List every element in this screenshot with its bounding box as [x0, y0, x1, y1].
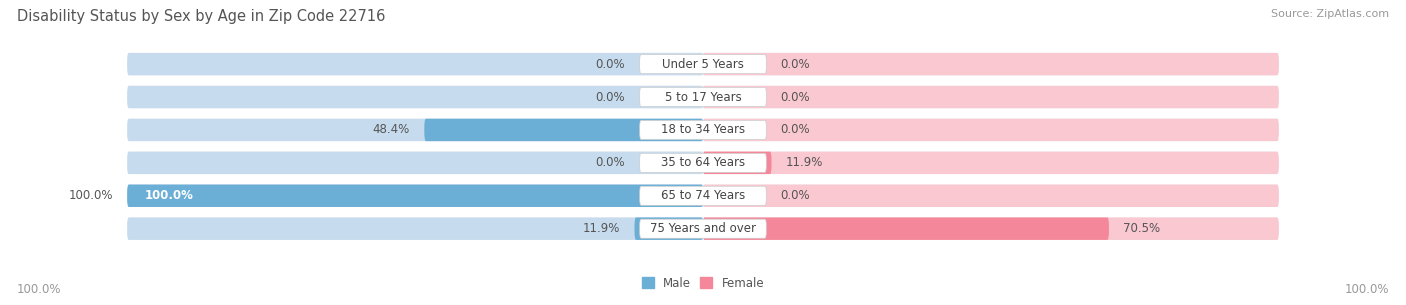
- FancyBboxPatch shape: [640, 120, 766, 139]
- Legend: Male, Female: Male, Female: [641, 277, 765, 290]
- FancyBboxPatch shape: [640, 88, 766, 106]
- Text: 0.0%: 0.0%: [780, 91, 810, 103]
- Text: 0.0%: 0.0%: [780, 189, 810, 202]
- Text: 11.9%: 11.9%: [582, 222, 620, 235]
- FancyBboxPatch shape: [127, 53, 1279, 75]
- FancyBboxPatch shape: [127, 119, 1279, 141]
- Text: 100.0%: 100.0%: [69, 189, 112, 202]
- Text: 35 to 64 Years: 35 to 64 Years: [661, 156, 745, 169]
- Text: 100.0%: 100.0%: [17, 283, 62, 296]
- FancyBboxPatch shape: [127, 217, 1279, 240]
- FancyBboxPatch shape: [425, 119, 703, 141]
- FancyBboxPatch shape: [127, 185, 1279, 207]
- FancyBboxPatch shape: [703, 185, 1279, 207]
- FancyBboxPatch shape: [127, 53, 703, 75]
- FancyBboxPatch shape: [127, 185, 703, 207]
- Text: 11.9%: 11.9%: [786, 156, 824, 169]
- Text: 0.0%: 0.0%: [596, 58, 626, 70]
- FancyBboxPatch shape: [703, 217, 1279, 240]
- Text: 0.0%: 0.0%: [596, 91, 626, 103]
- FancyBboxPatch shape: [127, 152, 1279, 174]
- FancyBboxPatch shape: [703, 86, 1279, 108]
- FancyBboxPatch shape: [127, 217, 703, 240]
- Text: 100.0%: 100.0%: [145, 189, 194, 202]
- FancyBboxPatch shape: [127, 152, 703, 174]
- FancyBboxPatch shape: [703, 119, 1279, 141]
- Text: 100.0%: 100.0%: [1344, 283, 1389, 296]
- Text: 75 Years and over: 75 Years and over: [650, 222, 756, 235]
- Text: 5 to 17 Years: 5 to 17 Years: [665, 91, 741, 103]
- FancyBboxPatch shape: [127, 119, 703, 141]
- FancyBboxPatch shape: [640, 153, 766, 172]
- FancyBboxPatch shape: [703, 217, 1109, 240]
- FancyBboxPatch shape: [703, 53, 1279, 75]
- Text: 18 to 34 Years: 18 to 34 Years: [661, 124, 745, 136]
- FancyBboxPatch shape: [127, 86, 703, 108]
- FancyBboxPatch shape: [640, 219, 766, 238]
- Text: 48.4%: 48.4%: [373, 124, 411, 136]
- Text: Disability Status by Sex by Age in Zip Code 22716: Disability Status by Sex by Age in Zip C…: [17, 9, 385, 24]
- Text: Source: ZipAtlas.com: Source: ZipAtlas.com: [1271, 9, 1389, 19]
- FancyBboxPatch shape: [634, 217, 703, 240]
- Text: 0.0%: 0.0%: [780, 124, 810, 136]
- Text: 65 to 74 Years: 65 to 74 Years: [661, 189, 745, 202]
- FancyBboxPatch shape: [127, 185, 703, 207]
- FancyBboxPatch shape: [703, 152, 1279, 174]
- Text: 0.0%: 0.0%: [596, 156, 626, 169]
- FancyBboxPatch shape: [640, 186, 766, 205]
- FancyBboxPatch shape: [703, 152, 772, 174]
- FancyBboxPatch shape: [127, 86, 1279, 108]
- FancyBboxPatch shape: [640, 55, 766, 74]
- Text: Under 5 Years: Under 5 Years: [662, 58, 744, 70]
- Text: 70.5%: 70.5%: [1123, 222, 1160, 235]
- Text: 0.0%: 0.0%: [780, 58, 810, 70]
